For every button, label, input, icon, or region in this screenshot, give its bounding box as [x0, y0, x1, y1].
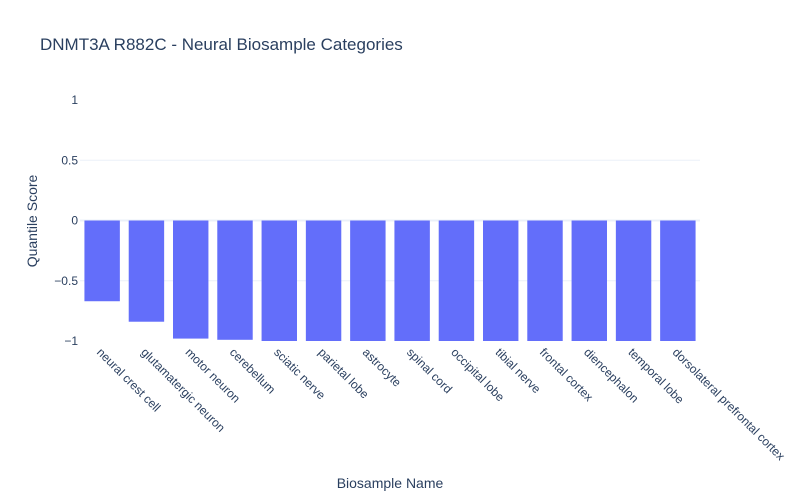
bar[interactable]	[571, 220, 607, 342]
bar[interactable]	[128, 220, 165, 322]
bar[interactable]	[438, 220, 475, 342]
y-tick-label: 0	[71, 214, 78, 228]
chart-title: DNMT3A R882C - Neural Biosample Categori…	[40, 35, 403, 54]
x-axis-title: Biosample Name	[337, 475, 444, 491]
bar[interactable]	[350, 220, 386, 342]
y-axis-ticks: 1 0.5 0 −0.5 −1	[54, 93, 78, 348]
y-tick-label: 0.5	[61, 153, 78, 167]
x-tick-label: astrocyte	[360, 345, 405, 390]
bar[interactable]	[173, 220, 209, 339]
y-tick-label: −0.5	[54, 274, 78, 288]
bar[interactable]	[305, 220, 342, 342]
bars	[84, 220, 696, 342]
bar[interactable]	[217, 220, 253, 340]
bar[interactable]	[261, 220, 297, 342]
bar[interactable]	[615, 220, 652, 342]
y-axis-title: Quantile Score	[24, 174, 40, 267]
bar[interactable]	[527, 220, 563, 342]
bar[interactable]	[483, 220, 519, 342]
x-tick-label: dorsolateral prefrontal cortex	[670, 345, 788, 463]
x-tick-label: glutamatergic neuron	[138, 345, 228, 435]
y-tick-label: −1	[64, 334, 78, 348]
bar[interactable]	[84, 220, 120, 302]
bar[interactable]	[394, 220, 430, 342]
y-tick-label: 1	[71, 93, 78, 107]
bar[interactable]	[660, 220, 696, 342]
x-tick-label: spinal cord	[404, 345, 455, 396]
